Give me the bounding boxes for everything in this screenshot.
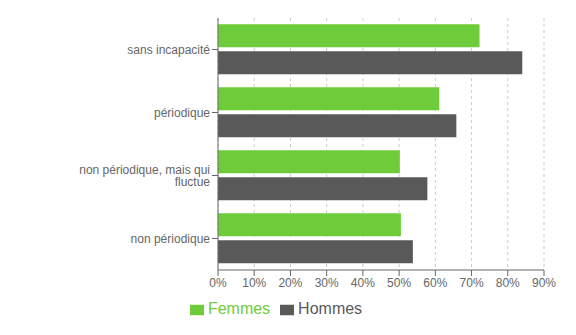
svg-text:60%: 60% [423, 276, 447, 290]
html-text:Hommes: Hommes [298, 300, 363, 317]
svg-text:sans incapacité: sans incapacité [127, 43, 210, 57]
html-text:Femmes: Femmes [207, 300, 271, 317]
svg-text:non périodique, mais quifluctu: non périodique, mais quifluctue [79, 163, 210, 189]
svg-text:0%: 0% [209, 276, 227, 290]
svg-text:80%: 80% [496, 276, 520, 290]
svg-text:40%: 40% [351, 276, 375, 290]
svg-text:30%: 30% [315, 276, 339, 290]
svg-text:90%: 90% [532, 276, 556, 290]
svg-text:50%: 50% [387, 276, 411, 290]
svg-text:non périodique: non périodique [131, 232, 211, 246]
svg-text:10%: 10% [242, 276, 266, 290]
svg-text:70%: 70% [460, 276, 484, 290]
svg-text:20%: 20% [278, 276, 302, 290]
svg-text:périodique: périodique [154, 106, 210, 120]
